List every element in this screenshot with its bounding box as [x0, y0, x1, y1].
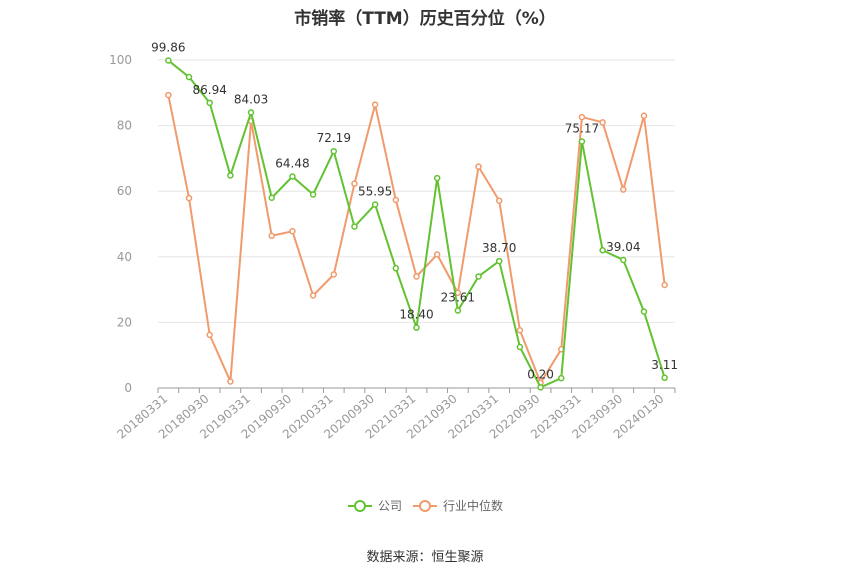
- data-label: 84.03: [234, 92, 268, 106]
- data-point-company: [516, 343, 524, 351]
- legend-label-industry: 行业中位数: [443, 498, 503, 513]
- data-point-company: [558, 374, 565, 382]
- y-tick-label: 0: [124, 381, 132, 395]
- data-point-company: [495, 257, 503, 265]
- data-point-company: [661, 374, 668, 382]
- data-point-company: [371, 201, 379, 208]
- data-point-industry: [413, 273, 420, 280]
- data-point-company: [206, 99, 213, 107]
- legend-label-company: 公司: [378, 499, 402, 513]
- data-point-company: [475, 273, 482, 280]
- data-point-industry: [599, 119, 606, 126]
- data-label: 23.61: [441, 291, 475, 305]
- data-point-industry: [206, 331, 213, 339]
- y-tick-label: 20: [117, 315, 132, 329]
- data-point-company: [330, 147, 338, 155]
- data-label: 38.70: [482, 241, 516, 255]
- data-point-company: [433, 174, 441, 182]
- data-point-industry: [516, 327, 524, 334]
- data-point-company: [454, 307, 462, 314]
- y-tick-label: 100: [109, 53, 132, 67]
- y-tick-label: 80: [117, 119, 132, 133]
- y-tick-label: 40: [117, 250, 132, 264]
- data-point-company: [640, 308, 648, 315]
- data-point-industry: [640, 112, 648, 120]
- data-point-industry: [495, 197, 503, 204]
- data-point-company: [620, 256, 627, 264]
- data-point-industry: [185, 194, 193, 202]
- data-point-company: [578, 138, 586, 145]
- data-point-industry: [475, 163, 482, 170]
- data-point-company: [309, 191, 317, 198]
- data-label: 64.48: [275, 157, 309, 171]
- data-point-industry: [165, 91, 172, 99]
- data-point-industry: [578, 113, 586, 121]
- data-point-industry: [268, 232, 275, 240]
- data-point-industry: [661, 281, 668, 289]
- data-label: 99.86: [151, 40, 185, 54]
- data-point-company: [165, 57, 172, 64]
- data-point-company: [227, 172, 234, 179]
- data-point-company: [268, 194, 275, 202]
- data-point-company: [413, 324, 420, 331]
- data-label: 72.19: [317, 131, 351, 145]
- data-label: 75.17: [565, 121, 599, 135]
- data-point-company: [351, 223, 358, 230]
- chart-title: 市销率（TTM）历史百分位（%）: [294, 9, 556, 29]
- y-tick-label: 60: [117, 184, 132, 198]
- data-label: 18.40: [399, 308, 433, 322]
- data-label: 86.94: [193, 83, 227, 97]
- source-note: 数据来源：恒生聚源: [366, 550, 484, 565]
- data-point-industry: [392, 196, 400, 204]
- data-label: 3.11: [651, 358, 678, 372]
- legend-marker-industry: [419, 500, 431, 512]
- data-point-company: [185, 73, 193, 81]
- data-point-industry: [330, 271, 338, 278]
- data-label: 0.20: [527, 367, 554, 381]
- data-point-company: [599, 246, 606, 254]
- data-point-company: [537, 384, 544, 391]
- data-point-industry: [289, 227, 296, 235]
- data-point-industry: [433, 251, 441, 258]
- data-point-industry: [309, 292, 317, 299]
- data-point-company: [247, 109, 255, 116]
- data-label: 39.04: [606, 240, 640, 254]
- data-point-industry: [620, 186, 627, 193]
- data-label: 55.95: [358, 184, 392, 198]
- legend-marker-company: [354, 500, 366, 512]
- data-point-industry: [351, 180, 358, 187]
- data-point-company: [289, 173, 296, 180]
- data-point-company: [392, 265, 400, 272]
- data-point-industry: [371, 101, 379, 108]
- data-point-industry: [227, 378, 234, 385]
